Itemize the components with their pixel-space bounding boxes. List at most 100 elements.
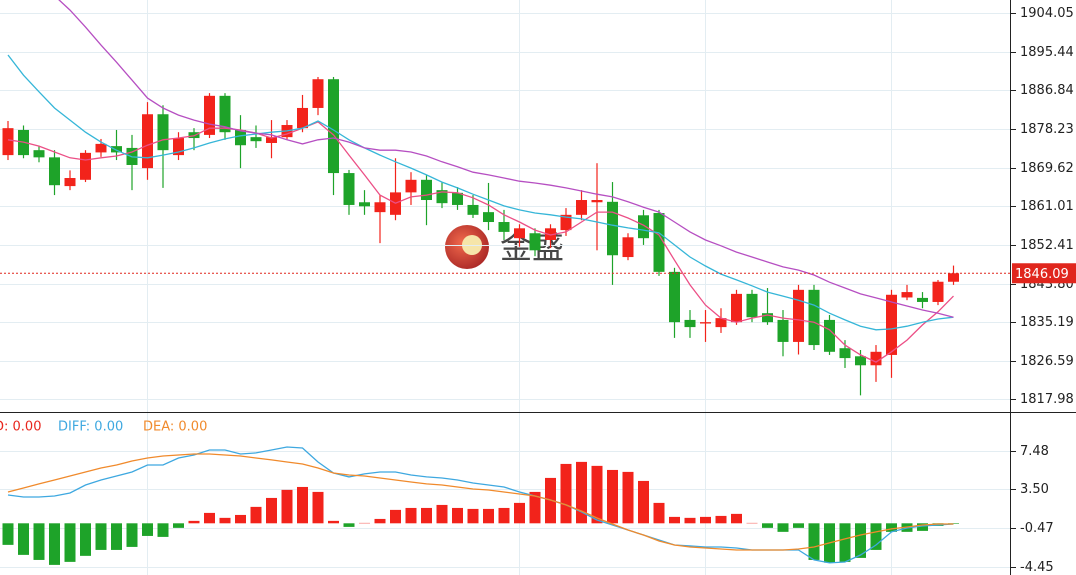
macd-bar xyxy=(390,509,401,524)
macd-bar xyxy=(700,516,711,524)
macd-bar xyxy=(421,507,432,524)
macd-bar xyxy=(157,523,169,537)
candle-body xyxy=(421,179,432,201)
candle-body xyxy=(715,318,727,328)
y-tick-label: 1869.62 xyxy=(1020,161,1074,176)
candle-body xyxy=(436,190,448,204)
macd-bar xyxy=(653,502,665,524)
candle-body xyxy=(328,79,339,174)
candle-body xyxy=(49,157,60,186)
macd-bar xyxy=(607,469,618,524)
candle-body xyxy=(870,351,882,366)
candle-body xyxy=(638,215,649,239)
y-tick-label: 1826.59 xyxy=(1020,354,1074,369)
candle-body xyxy=(514,228,525,239)
candle-body xyxy=(2,128,14,156)
macd-bar xyxy=(870,523,882,550)
macd-bar xyxy=(343,523,355,527)
macd-bar xyxy=(126,523,138,547)
macd-bar xyxy=(111,523,122,550)
y-tick-label: 3.50 xyxy=(1020,482,1049,497)
candle-body xyxy=(808,289,820,346)
ma-line xyxy=(7,54,954,331)
macd-bar xyxy=(684,517,696,524)
candle-body xyxy=(762,313,773,323)
candle-body xyxy=(545,228,556,240)
macd-bar xyxy=(95,523,107,550)
macd-bar xyxy=(64,523,76,562)
candle-body xyxy=(901,292,913,298)
y-tick-label: 1878.23 xyxy=(1020,122,1074,137)
background xyxy=(147,0,892,575)
macd-bar xyxy=(777,523,789,532)
macd-bar xyxy=(576,461,587,524)
y-tick-label: 1895.44 xyxy=(1020,45,1074,60)
candle-body xyxy=(855,356,866,366)
macd-bar xyxy=(467,508,479,524)
candle-body xyxy=(95,143,107,153)
macd-bar xyxy=(715,515,727,524)
candle-body xyxy=(111,146,122,153)
macd-bar xyxy=(18,523,29,555)
macd-plot xyxy=(0,446,1010,568)
macd-bar xyxy=(173,523,184,528)
candle-body xyxy=(219,95,231,133)
macd-bar xyxy=(731,513,742,524)
candle-body xyxy=(343,173,355,205)
macd-legend: DIFF: 0.00 xyxy=(58,420,123,435)
y-tick-label: -0.47 xyxy=(1020,521,1054,536)
candle-body xyxy=(700,322,711,324)
candle-body xyxy=(731,293,742,323)
macd-bar xyxy=(219,517,231,524)
macd-bar xyxy=(49,523,60,565)
y-tick-label: -4.45 xyxy=(1020,560,1054,575)
macd-bar xyxy=(529,491,541,524)
macd-bar xyxy=(498,507,510,524)
candle-body xyxy=(777,319,789,342)
macd-bar xyxy=(204,512,215,524)
ma-line xyxy=(7,446,954,564)
candle-body xyxy=(948,273,959,282)
macd-legend: D: 0.00 xyxy=(0,420,41,435)
candle-body xyxy=(917,297,928,302)
candle-body xyxy=(498,222,510,232)
candle-body xyxy=(452,192,463,205)
macd-bar xyxy=(328,520,339,524)
macd-bar xyxy=(793,523,804,528)
y-tick-label: 7.48 xyxy=(1020,444,1049,459)
macd-bar xyxy=(591,465,603,524)
macd-bar xyxy=(669,516,680,524)
macd-bar xyxy=(142,523,153,536)
candle-body xyxy=(591,200,603,203)
candle-body xyxy=(173,138,184,156)
macd-bar xyxy=(855,523,866,558)
candle-body xyxy=(839,348,851,359)
macd-bar xyxy=(839,523,851,562)
macd-bar xyxy=(250,506,262,524)
macd-bar xyxy=(514,502,525,524)
candle-body xyxy=(886,294,897,355)
macd-bar xyxy=(235,514,246,524)
macd-bar xyxy=(374,518,386,524)
macd-bar xyxy=(266,497,277,524)
y-tick-label: 1904.05 xyxy=(1020,6,1074,21)
macd-bar xyxy=(188,520,200,524)
candle-body xyxy=(684,319,696,328)
macd-bar xyxy=(80,523,91,556)
candle-body xyxy=(312,79,324,108)
candle-body xyxy=(824,319,835,352)
macd-legend: DEA: 0.00 xyxy=(143,420,207,435)
candle-body xyxy=(622,237,634,258)
candle-body xyxy=(932,281,944,302)
price-plot xyxy=(0,0,1010,400)
candle-body xyxy=(266,137,277,143)
candle-body xyxy=(374,202,386,213)
candle-body xyxy=(204,95,215,135)
candle-body xyxy=(297,107,308,129)
candle-body xyxy=(142,114,153,169)
candle-body xyxy=(359,202,370,207)
candle-body xyxy=(576,200,587,215)
candle-body xyxy=(669,271,680,323)
ma-line xyxy=(7,121,954,363)
